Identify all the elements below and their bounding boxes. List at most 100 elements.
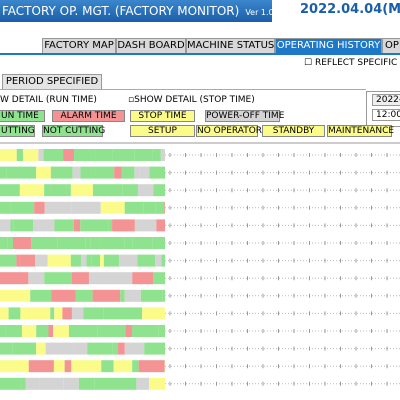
tab[interactable]: OP: [382, 38, 400, 53]
segment: [21, 325, 37, 337]
segment: [129, 307, 143, 320]
reflect-checkbox[interactable]: ☐ REFLECT SPECIFIC A: [304, 58, 400, 68]
segment: [156, 219, 165, 232]
segment: [149, 377, 165, 390]
segment: [0, 289, 31, 302]
segment: [75, 289, 93, 302]
legend-chip: STANDBY: [262, 125, 325, 137]
segment: [0, 219, 11, 232]
segment: [100, 201, 125, 214]
segment: [48, 325, 54, 337]
segment: [131, 377, 137, 390]
segment: [94, 377, 123, 390]
legend-chip: STOP TIME: [130, 110, 195, 122]
segment: [30, 289, 52, 302]
date-input[interactable]: 2022-0: [372, 94, 400, 106]
tab-rule: [0, 53, 400, 55]
segment: [44, 184, 51, 197]
segment: [33, 219, 39, 232]
segment: [0, 342, 13, 355]
segment: [38, 219, 55, 232]
segment: [153, 184, 165, 197]
date: 2022.04.04(M: [300, 2, 400, 17]
segment: [39, 377, 64, 390]
segment: [71, 201, 101, 214]
segment: [19, 254, 36, 267]
segment: [134, 166, 140, 179]
segment: [136, 377, 150, 390]
segment: [122, 377, 132, 390]
segment: [10, 201, 35, 214]
segment: [124, 342, 145, 355]
segment: [28, 272, 45, 285]
segment: [134, 219, 157, 232]
segment: [112, 342, 119, 355]
segment: [36, 325, 49, 337]
segment: [0, 272, 29, 285]
segment: [0, 166, 7, 179]
segment: [0, 237, 8, 249]
segment: [162, 289, 165, 302]
tab[interactable]: DASH BOARD: [116, 38, 186, 53]
legend-chip: UTTING: [0, 125, 35, 137]
segment: [124, 237, 133, 249]
version: Ver 1.0.8.2: [245, 8, 289, 17]
segment: [85, 237, 91, 249]
segment: [50, 166, 73, 179]
segment: [38, 149, 44, 161]
segment: [99, 254, 104, 267]
segment: [164, 201, 165, 214]
segment: [7, 237, 14, 249]
segment: [53, 325, 69, 337]
segment: [10, 219, 14, 232]
segment: [137, 254, 156, 267]
segment: [35, 254, 48, 267]
segment: [112, 219, 135, 232]
segment: [47, 254, 71, 267]
segment: [111, 325, 126, 337]
segment: [22, 149, 39, 161]
segment: [112, 149, 135, 161]
segment: [71, 360, 102, 373]
tab[interactable]: MACHINE STATUS: [186, 38, 275, 53]
tab[interactable]: FACTORY MAP: [42, 38, 116, 53]
segment: [124, 289, 141, 302]
option-run[interactable]: W DETAIL (RUN TIME): [0, 95, 97, 105]
segment: [99, 237, 125, 249]
segment: [143, 201, 156, 214]
segment: [36, 342, 46, 355]
segment: [80, 219, 109, 232]
segment: [91, 254, 100, 267]
segment: [101, 360, 114, 373]
segment: [161, 254, 165, 267]
segment: [155, 254, 162, 267]
segment: [97, 325, 112, 337]
segment: [13, 219, 34, 232]
time-input[interactable]: 12:00: [372, 109, 400, 121]
segment: [140, 289, 163, 302]
tab[interactable]: OPERATING HISTORY: [275, 38, 382, 53]
option-stop[interactable]: ▫SHOW DETAIL (STOP TIME): [128, 95, 255, 105]
period-tab[interactable]: PERIOD SPECIFIED: [2, 74, 102, 90]
segment: [34, 201, 45, 214]
legend-chip: UN TIME: [0, 110, 45, 122]
segment: [28, 360, 54, 373]
segment: [155, 201, 165, 214]
segment: [50, 184, 67, 197]
segment: [0, 254, 17, 267]
segment: [0, 307, 9, 320]
title: FACTORY OP. MGT. (FACTORY MONITOR): [2, 4, 240, 18]
checkbox-label: REFLECT SPECIFIC A: [314, 58, 400, 68]
segment: [43, 149, 64, 161]
segment: [73, 219, 81, 232]
legend-chip: ALARM TIME: [52, 110, 125, 122]
segment: [63, 377, 79, 390]
segment: [70, 254, 82, 267]
segment: [95, 149, 113, 161]
segment: [20, 307, 51, 320]
segment: [57, 237, 75, 249]
segment: [118, 342, 125, 355]
segment: [19, 184, 45, 197]
segment: [16, 254, 20, 267]
segment: [81, 254, 87, 267]
